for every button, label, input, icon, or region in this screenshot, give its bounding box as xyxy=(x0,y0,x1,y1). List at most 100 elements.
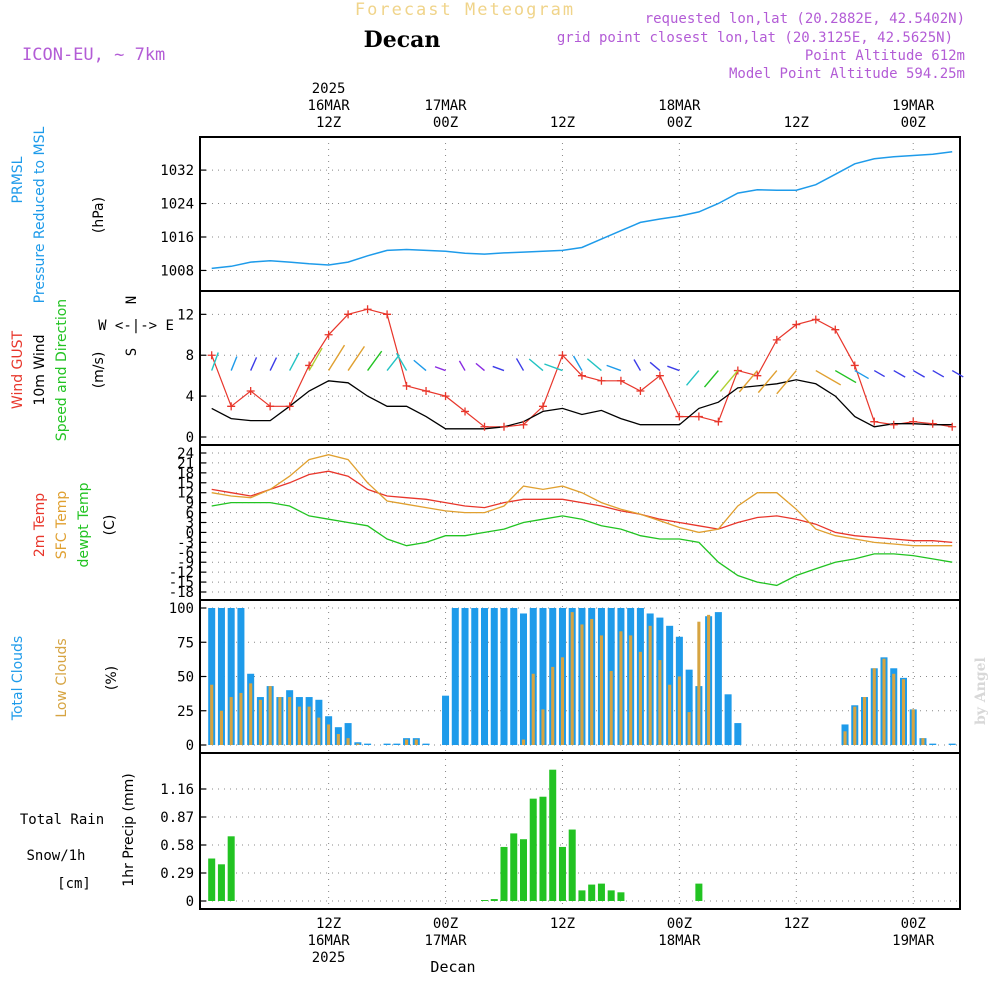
low-cloud-bar xyxy=(843,731,847,745)
low-cloud-bar xyxy=(862,697,867,745)
y-tick-label: 0.87 xyxy=(160,810,194,826)
total-cloud-bar xyxy=(227,608,235,745)
gust-marker xyxy=(831,325,840,334)
pressure-unit: (hPa) xyxy=(91,197,107,233)
low-cloud-bar xyxy=(210,684,214,745)
y-tick-label: 1032 xyxy=(160,163,194,179)
top-time-label: 12Z xyxy=(784,115,809,131)
rain-bar xyxy=(227,836,235,901)
wind-arrow xyxy=(492,365,505,372)
total-cloud-bar xyxy=(510,608,518,745)
station-title: Decan xyxy=(364,27,441,53)
gust-marker xyxy=(577,371,586,380)
total-cloud-bar xyxy=(481,608,489,745)
top-time-label: 12Z xyxy=(550,115,575,131)
top-time-label: 00Z xyxy=(433,115,458,131)
gust-marker xyxy=(500,422,508,431)
y-tick-label: 1008 xyxy=(160,263,194,279)
total-cloud-bar xyxy=(393,743,401,745)
total-cloud-bar xyxy=(364,743,372,745)
low-cloud-bar xyxy=(229,697,233,745)
panel-frame xyxy=(199,752,961,910)
gust-marker xyxy=(441,392,450,401)
low-cloud-bar xyxy=(853,706,857,745)
low-cloud-bar xyxy=(619,631,623,745)
low-cloud-bar xyxy=(599,635,603,745)
low-cloud-bar xyxy=(405,739,409,745)
rain-bar xyxy=(578,890,586,901)
wind-arrow xyxy=(328,344,346,371)
gust-marker xyxy=(792,320,801,329)
gust-marker xyxy=(383,310,392,319)
wind-arrow xyxy=(211,352,219,371)
top-time-label: 2025 xyxy=(312,81,346,97)
total-cloud-bar xyxy=(519,613,527,745)
low-cloud-bar xyxy=(278,697,282,745)
gust-marker xyxy=(889,420,898,429)
gust-marker xyxy=(811,315,820,324)
low-cloud-bar xyxy=(901,679,906,745)
wind-arrow xyxy=(834,369,857,384)
top-time-label: 17MAR xyxy=(424,98,467,114)
total-cloud-bar xyxy=(217,608,225,745)
rain-bar xyxy=(510,833,518,901)
low-cloud-bar xyxy=(414,739,418,745)
compass-south: S xyxy=(124,348,140,356)
top-time-label: 12Z xyxy=(316,115,341,131)
y-tick-label: 24 xyxy=(177,446,194,462)
total-cloud-bar xyxy=(929,743,937,745)
bottom-time-label: 17MAR xyxy=(424,933,467,949)
rain-bar xyxy=(588,884,596,901)
rain-bar xyxy=(597,883,605,901)
rain-bar xyxy=(519,839,527,901)
bottom-time-label: 00Z xyxy=(901,916,926,932)
y-tick-label: 6 xyxy=(186,506,194,522)
total-cloud-bar xyxy=(734,723,742,745)
gust-marker xyxy=(324,330,333,339)
rain-bar xyxy=(481,900,489,901)
low-cloud-bar xyxy=(570,612,574,745)
rain-bar xyxy=(208,858,216,901)
low-cloud-bar xyxy=(687,712,691,745)
rain-bar xyxy=(549,769,557,901)
y-tick-label: 0 xyxy=(186,525,194,541)
direction-label: Speed and Direction xyxy=(54,299,70,441)
y-tick-label: 15 xyxy=(177,476,194,492)
rain-bar xyxy=(217,864,225,901)
gust-marker xyxy=(850,361,859,370)
low-cloud-bar xyxy=(336,734,340,745)
gust-marker xyxy=(655,371,664,380)
rain-bar xyxy=(500,846,508,901)
low-cloud-bar xyxy=(327,724,331,745)
low-cloud-bar xyxy=(668,684,672,745)
gust-marker xyxy=(363,305,372,314)
wind-arrow xyxy=(719,370,739,392)
wind-panel: 0 4 8 12 xyxy=(177,290,964,446)
total-cloud-bar xyxy=(500,608,508,745)
y-tick-label: 18 xyxy=(177,466,194,482)
total-cloud-bar xyxy=(344,723,352,745)
y-tick-label: 0.58 xyxy=(160,838,194,854)
gust-marker xyxy=(753,371,762,380)
top-time-label: 16MAR xyxy=(308,98,351,114)
low-cloud-bar xyxy=(307,706,311,745)
total-cloud-bar xyxy=(451,608,459,745)
wind-arrow xyxy=(873,369,885,378)
low-cloud-bar xyxy=(658,660,662,745)
low-cloud-bar xyxy=(531,673,535,745)
gust-marker xyxy=(461,407,470,416)
low-cloud-bar xyxy=(297,706,301,745)
bottom-time-label: 19MAR xyxy=(892,933,935,949)
total-cloud-bar xyxy=(237,608,245,745)
y-tick-label: 1024 xyxy=(160,197,194,213)
gust-marker xyxy=(694,412,703,421)
y-tick-label: 8 xyxy=(186,348,194,364)
rain-bar xyxy=(695,883,703,901)
wind-arrow xyxy=(606,364,622,372)
cloud-unit: (%) xyxy=(104,666,120,690)
y-tick-label: -12 xyxy=(169,565,194,581)
y-tick-label: 9 xyxy=(186,496,194,512)
